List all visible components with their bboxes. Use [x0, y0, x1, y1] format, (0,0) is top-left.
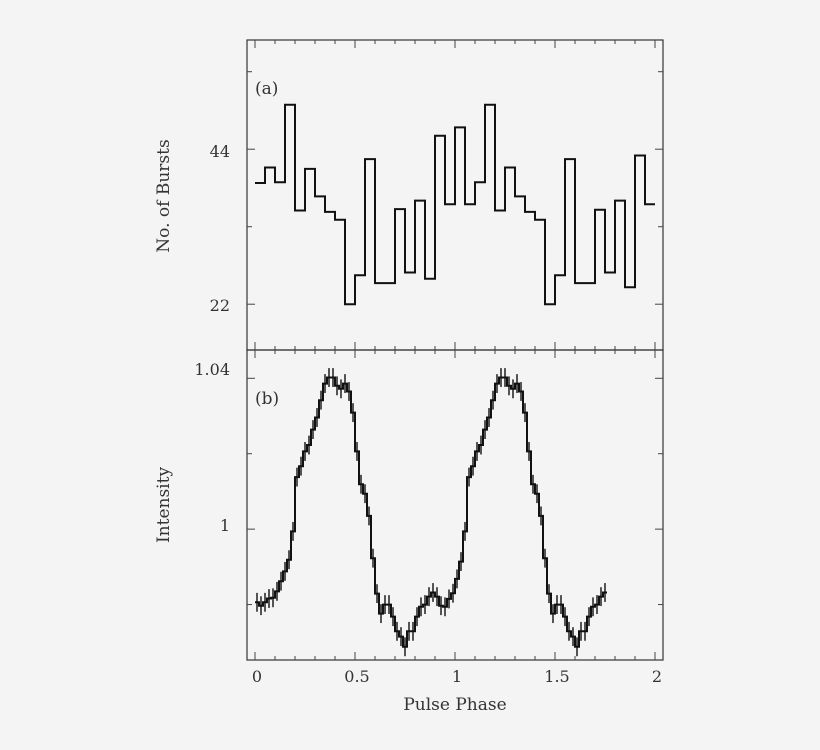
xtick-label-1.5: 1.5 — [544, 667, 569, 686]
panel-b-ytick-label-1: 1 — [220, 516, 230, 535]
xtick-label-0: 0 — [252, 667, 262, 686]
panel-a-ticks — [247, 40, 663, 350]
panel-a-ytick-label-22: 22 — [210, 296, 230, 315]
xtick-label-1: 1 — [452, 667, 462, 686]
panel-a-burst-histogram — [255, 103, 655, 306]
panel-a-ytick-label-44: 44 — [210, 142, 230, 161]
panel-b-ylabel: Intensity — [154, 467, 174, 543]
xtick-label-0.5: 0.5 — [344, 667, 369, 686]
panel-b-error-bars — [256, 368, 606, 657]
panel-b-label: (b) — [255, 389, 279, 409]
panel-b-ytick-label-1.04: 1.04 — [194, 360, 230, 379]
x-axis-label: Pulse Phase — [403, 695, 506, 715]
panel-b-intensity-profile — [255, 376, 607, 648]
panel-b-ticks — [247, 350, 663, 660]
panel-a-ylabel: No. of Bursts — [154, 139, 174, 252]
panel-a-label: (a) — [255, 79, 278, 99]
xtick-label-2: 2 — [652, 667, 662, 686]
panel-b: (b) 1.04 1 Intensity 0 0.5 1 1.5 2 Pulse… — [154, 349, 664, 715]
panel-b-frame — [246, 349, 664, 661]
panel-a: (a) 44 22 No. of Bursts — [154, 39, 664, 351]
